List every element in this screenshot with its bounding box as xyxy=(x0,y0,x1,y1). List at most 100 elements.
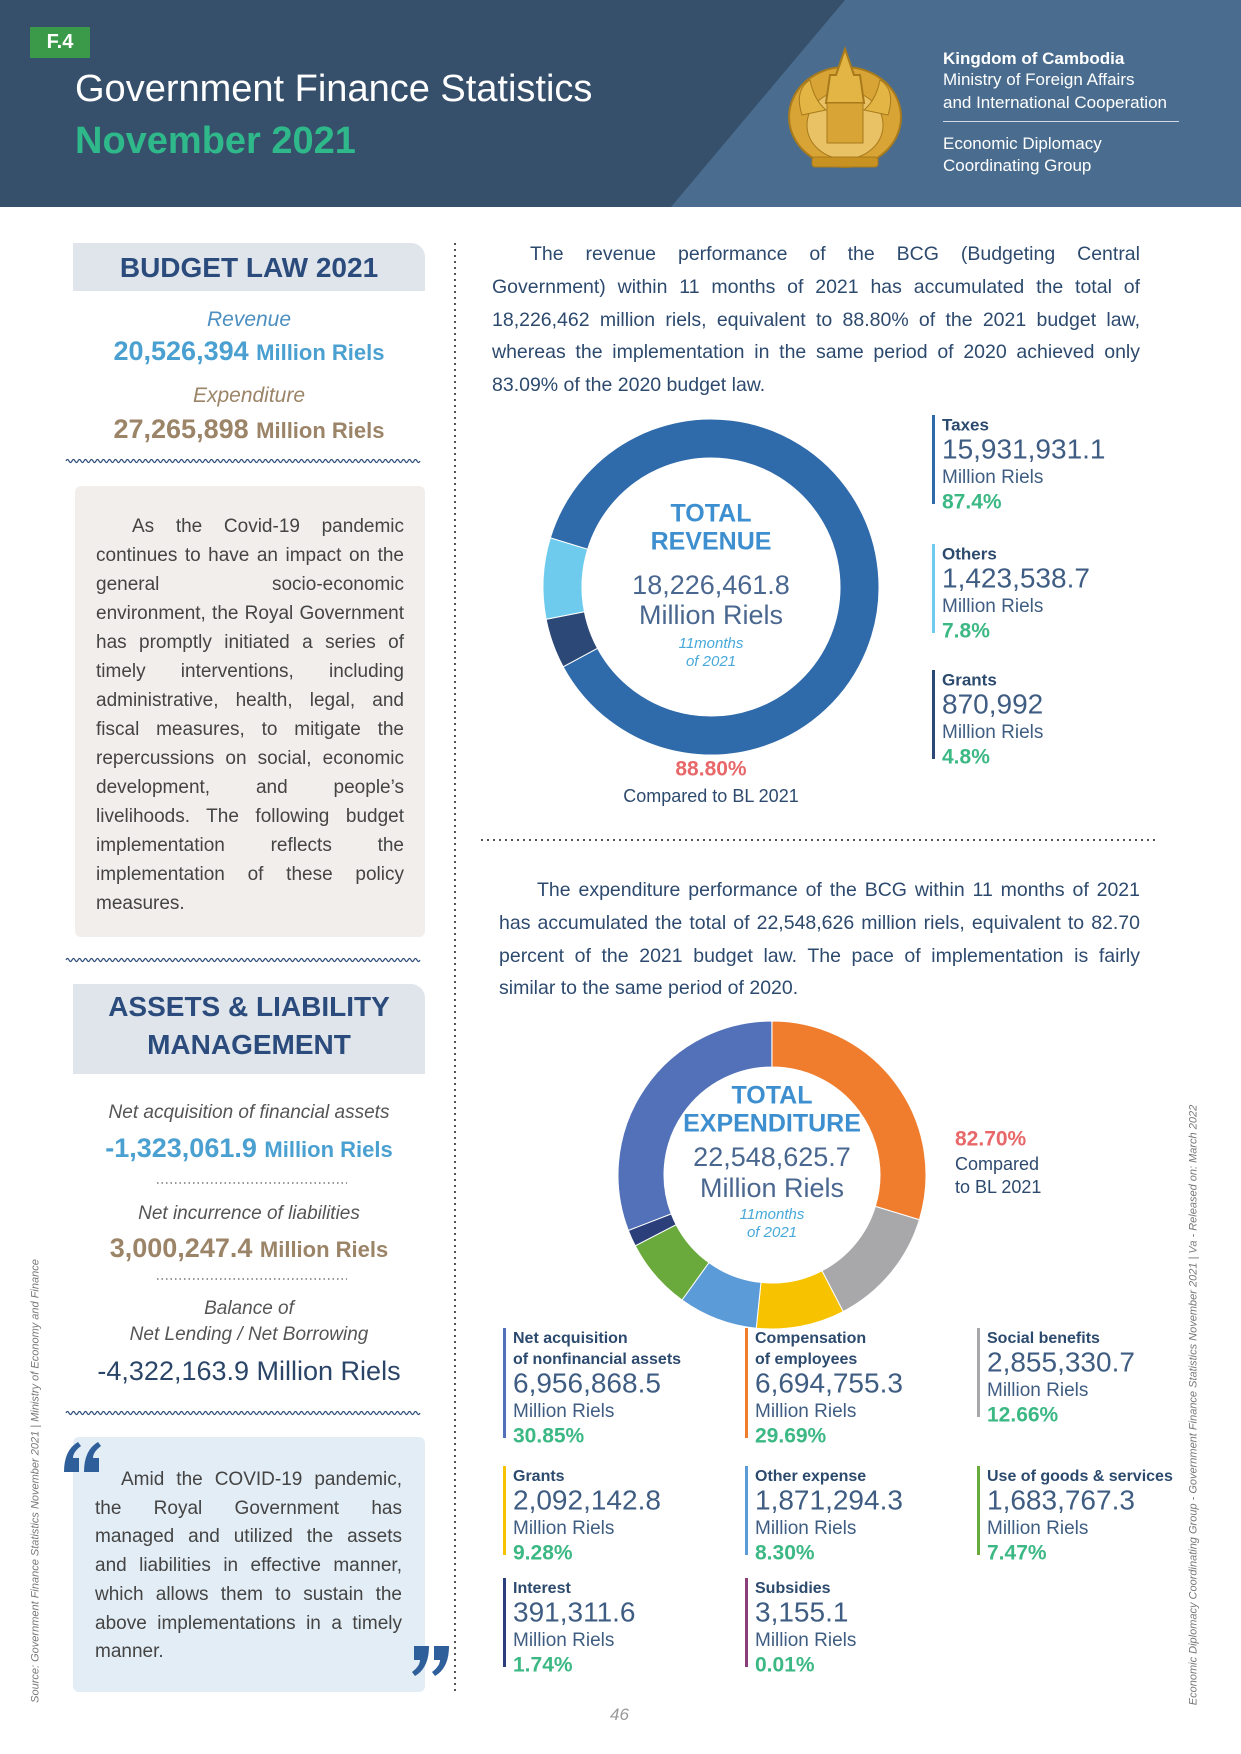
legend-amount: 6,956,868.5 xyxy=(513,1367,661,1398)
donut-period: 11months xyxy=(740,1206,805,1223)
legend-amount: 1,683,767.3 xyxy=(987,1484,1135,1515)
legend-amount: 2,855,330.7 xyxy=(987,1346,1135,1377)
donut-segment xyxy=(821,1205,920,1313)
expenditure-label: Expenditure xyxy=(192,384,306,407)
page-title: Government Finance Statistics xyxy=(75,68,593,110)
legend-name: Others xyxy=(942,544,997,563)
legend-unit: Million Riels xyxy=(755,1630,856,1651)
legend-amount: 391,311.6 xyxy=(513,1596,636,1627)
section-tag: F.4 xyxy=(30,27,90,58)
quote-box xyxy=(73,1437,425,1692)
donut-segment xyxy=(771,1020,927,1221)
intro-text: As the Covid-19 pandemic continues to ha… xyxy=(96,516,404,914)
legend-amount: 870,992 xyxy=(942,688,1043,719)
org-line: Ministry of Foreign Affairs xyxy=(943,70,1135,89)
legend-name: of employees xyxy=(755,1351,857,1368)
wavy-rule xyxy=(65,1410,421,1416)
wavy-rule xyxy=(65,957,421,963)
legend-bar xyxy=(932,670,935,759)
donut-segment xyxy=(545,611,599,668)
legend-name: Use of goods & services xyxy=(987,1468,1173,1485)
legend-unit: Million Riels xyxy=(513,1630,614,1651)
legend-bar xyxy=(503,1466,506,1555)
legend-percent: 30.85% xyxy=(513,1425,585,1448)
legend-name: Social benefits xyxy=(987,1330,1100,1347)
donut-unit: Million Riels xyxy=(700,1173,844,1203)
legend-percent: 12.66% xyxy=(987,1404,1059,1427)
group-line: Coordinating Group xyxy=(943,156,1092,175)
legend-bar xyxy=(503,1578,506,1667)
item-value: -4,322,163.9 Million Riels xyxy=(97,1356,401,1386)
legend-unit: Million Riels xyxy=(755,1401,856,1422)
legend-percent: 29.69% xyxy=(755,1425,827,1448)
legend-amount: 6,694,755.3 xyxy=(755,1367,903,1398)
page-subtitle: November 2021 xyxy=(75,120,356,162)
legend-percent: 7.47% xyxy=(987,1542,1047,1565)
expenditure-text: The expenditure performance of the BCG w… xyxy=(499,879,1140,1000)
legend-amount: 2,092,142.8 xyxy=(513,1484,661,1515)
legend-unit: Million Riels xyxy=(942,467,1043,488)
legend-percent: 8.30% xyxy=(755,1542,815,1565)
share-label: 88.80% xyxy=(675,758,747,781)
intro-box xyxy=(75,486,425,937)
legend-percent: 4.8% xyxy=(942,746,990,769)
donut-title: TOTAL xyxy=(670,500,751,528)
item-label: Net acquisition of financial assets xyxy=(108,1102,390,1123)
section-box xyxy=(73,984,425,1074)
donut-segment xyxy=(627,1213,677,1247)
item-figure: -1,323,061.9 Million Riels xyxy=(73,1135,425,1162)
unit: Million Riels xyxy=(259,1237,389,1262)
legend-name: Taxes xyxy=(942,415,989,434)
legend-unit: Million Riels xyxy=(942,596,1043,617)
legend-amount: 1,423,538.7 xyxy=(942,562,1090,593)
section-title: ASSETS & LIABILITY xyxy=(108,991,390,1022)
donut-period: of 2021 xyxy=(747,1224,797,1241)
donut-segment xyxy=(617,1020,773,1232)
legend-name: Net acquisition xyxy=(513,1330,628,1347)
emblem xyxy=(788,45,902,168)
legend-amount: 3,155.1 xyxy=(755,1596,848,1627)
legend-amount: 1,871,294.3 xyxy=(755,1484,903,1515)
expenditure-value: 27,265,898 xyxy=(113,414,249,444)
legend-unit: Million Riels xyxy=(513,1401,614,1422)
share-note: Compared to BL 2021 xyxy=(623,786,798,806)
page-number: 46 xyxy=(610,1705,629,1724)
item-value: -1,323,061.9 xyxy=(105,1133,257,1163)
unit: Million Riels xyxy=(264,1137,393,1162)
legend-percent: 1.74% xyxy=(513,1654,573,1677)
legend-bar xyxy=(932,544,935,633)
item-label: Net incurrence of liabilities xyxy=(138,1203,360,1224)
legend-name: Interest xyxy=(513,1580,571,1597)
donut-title: TOTAL xyxy=(731,1082,812,1110)
item-label: Balance of xyxy=(204,1298,294,1319)
unit: Million Riels xyxy=(256,418,385,443)
legend-bar xyxy=(977,1328,980,1417)
legend-percent: 9.28% xyxy=(513,1542,573,1565)
legend-percent: 0.01% xyxy=(755,1654,815,1677)
legend-bar xyxy=(932,415,935,504)
legend-name: Compensation xyxy=(755,1330,866,1347)
org-line: and International Cooperation xyxy=(943,93,1167,112)
legend-bar xyxy=(745,1328,748,1438)
legend-bar xyxy=(745,1578,748,1667)
item-value: 3,000,247.4 xyxy=(109,1233,253,1263)
legend-unit: Million Riels xyxy=(513,1518,614,1539)
legend-bar xyxy=(745,1466,748,1555)
revenue-label: Revenue xyxy=(206,308,292,331)
legend-percent: 7.8% xyxy=(942,620,990,643)
source-note: Source: Government Finance Statistics No… xyxy=(29,1259,42,1703)
wavy-rule xyxy=(65,458,421,464)
org-line: Kingdom of Cambodia xyxy=(943,49,1125,68)
legend-name: of nonfinancial assets xyxy=(513,1351,681,1368)
legend-bar xyxy=(977,1466,980,1555)
legend-percent: 87.4% xyxy=(942,491,1002,514)
share-note: Compared xyxy=(955,1154,1039,1174)
section-box xyxy=(73,243,425,291)
group-line: Economic Diplomacy xyxy=(943,134,1102,153)
share-note: to BL 2021 xyxy=(955,1177,1041,1197)
donut-total: 22,548,625.7 xyxy=(693,1142,851,1172)
item-label: Net Lending / Net Borrowing xyxy=(129,1324,369,1345)
donut-total: 18,226,461.8 xyxy=(632,570,790,600)
legend-name: Subsidies xyxy=(755,1580,831,1597)
